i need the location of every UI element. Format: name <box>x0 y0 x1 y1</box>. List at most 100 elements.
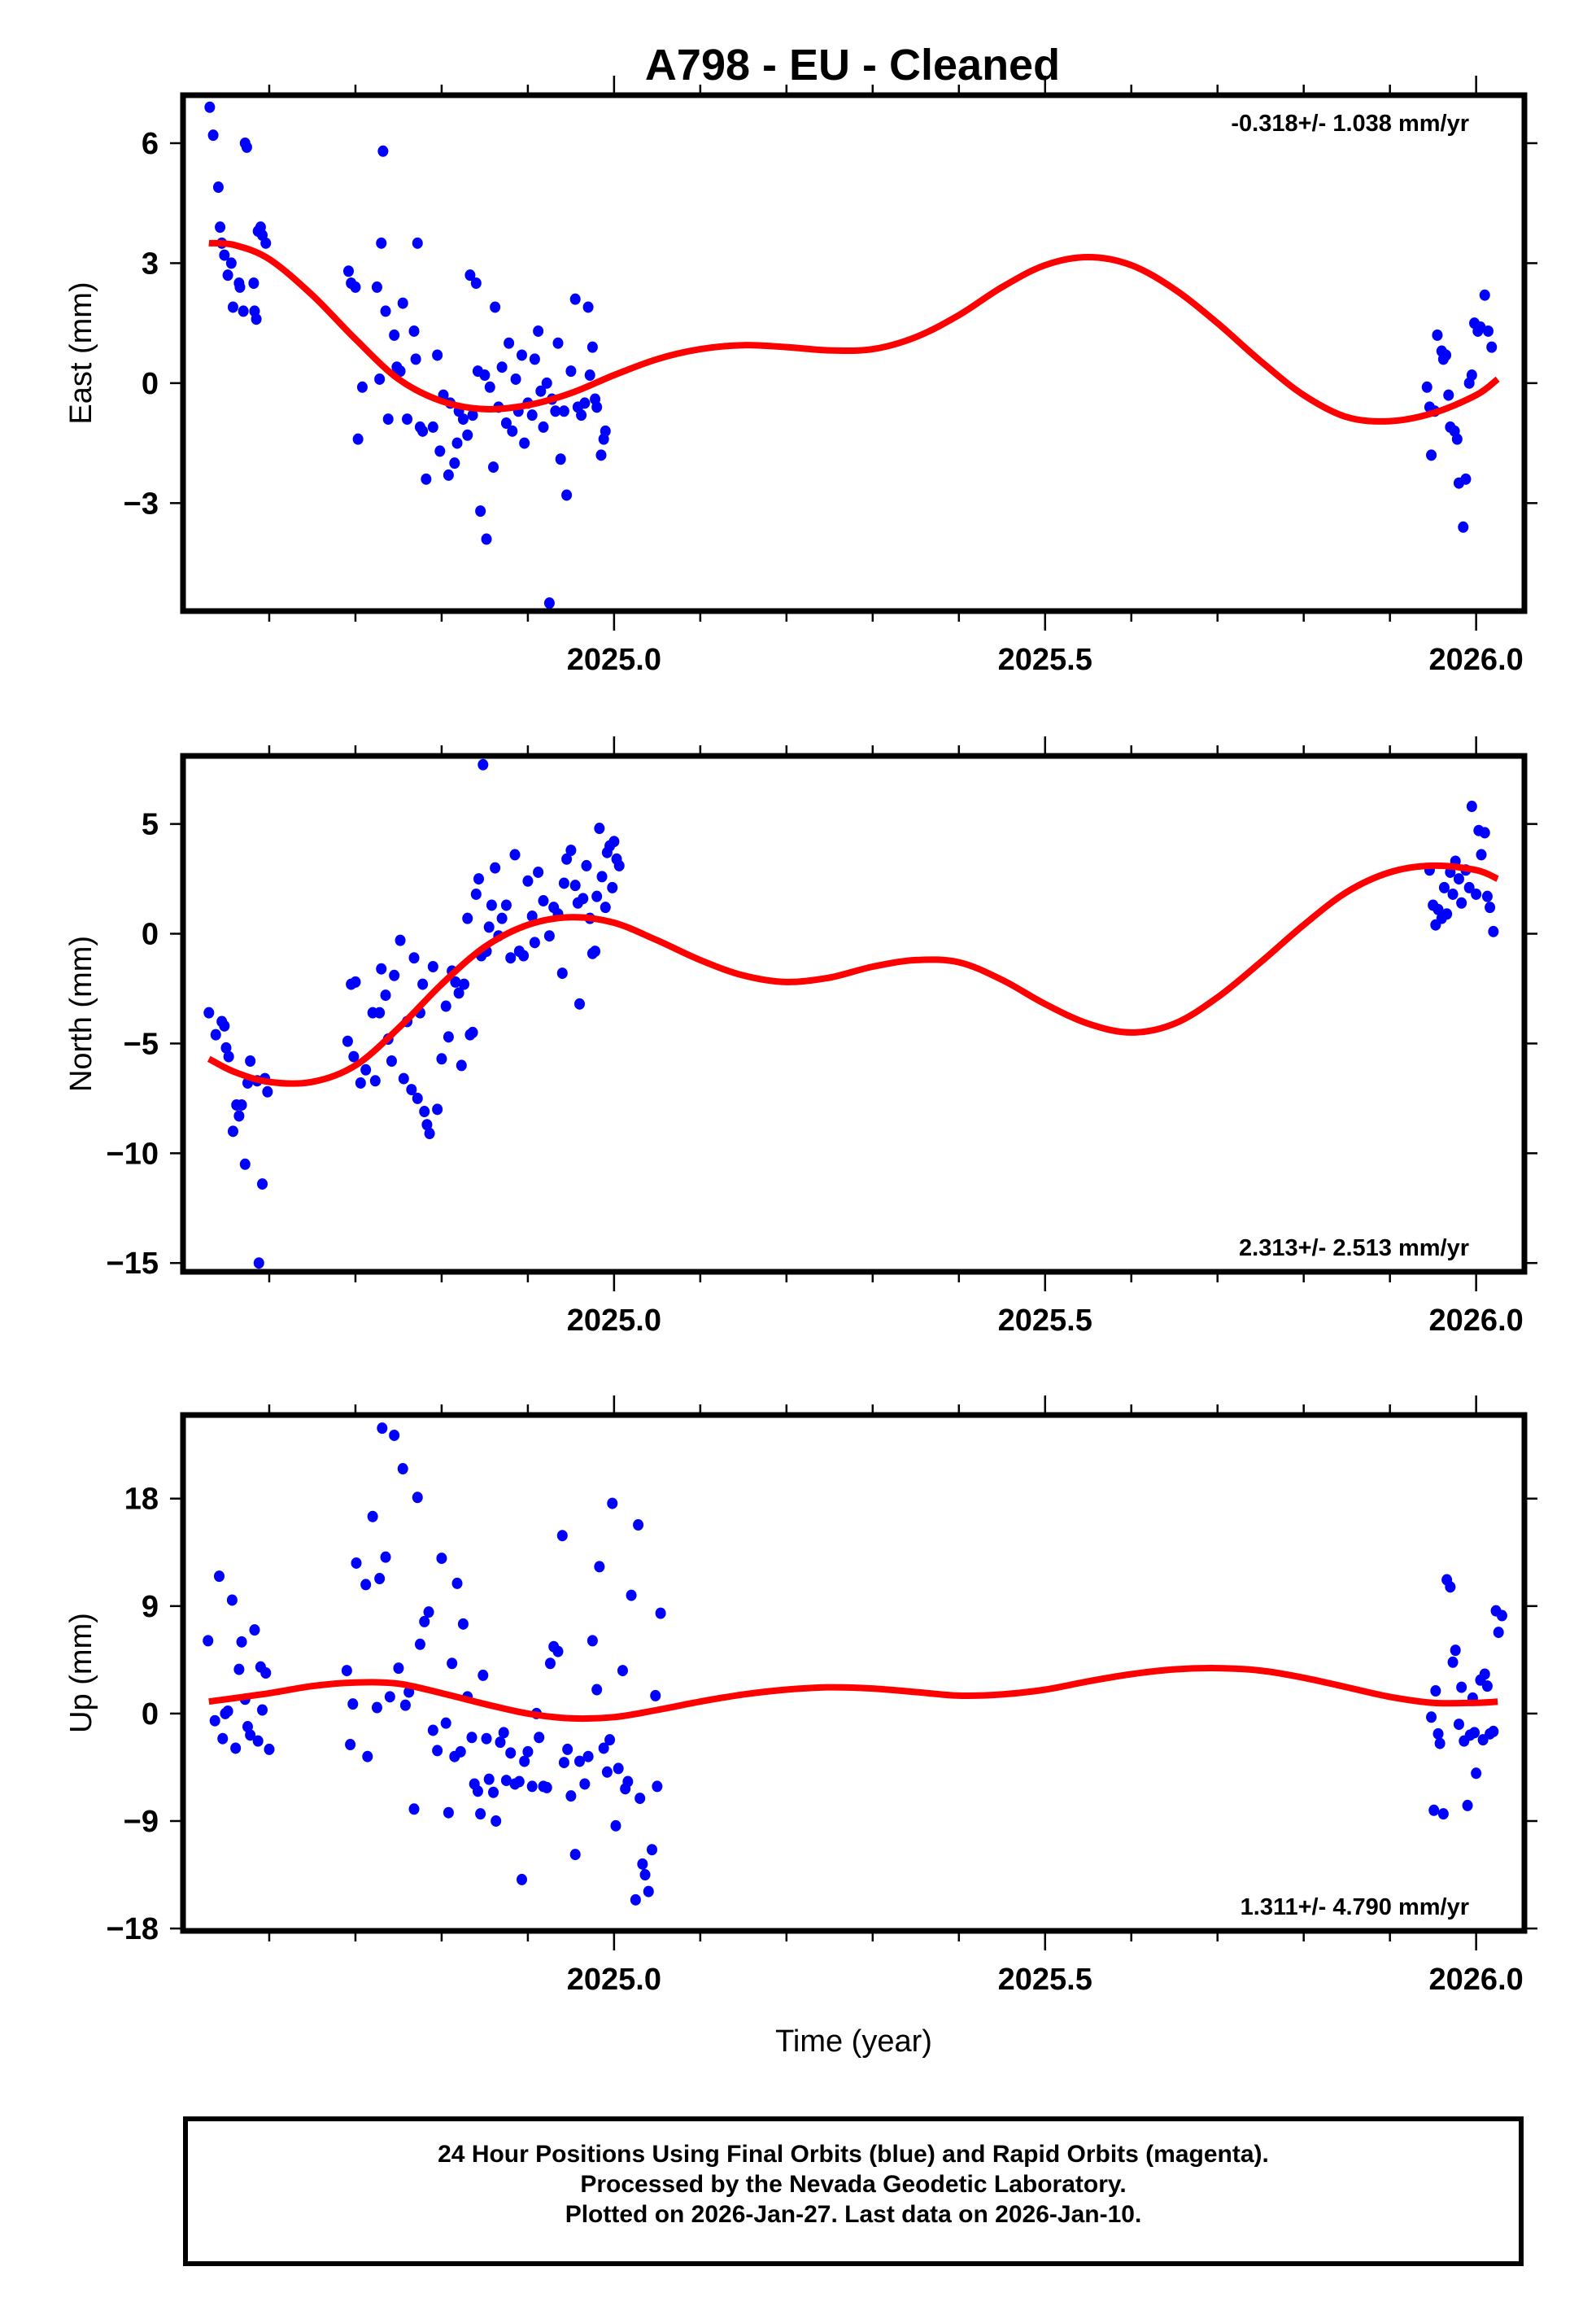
y-tick-label: 0 <box>142 367 159 401</box>
data-point <box>652 1780 663 1793</box>
x-tick-label: 2025.5 <box>998 1304 1092 1338</box>
data-point <box>427 960 438 972</box>
data-point <box>410 353 421 365</box>
data-point <box>417 978 429 990</box>
plot-frame <box>180 92 1528 614</box>
data-point <box>233 1110 245 1122</box>
data-point <box>252 1735 264 1747</box>
data-point <box>204 101 216 113</box>
data-point <box>1460 473 1472 485</box>
data-point <box>543 930 555 942</box>
data-point <box>395 934 406 946</box>
data-point <box>505 952 517 964</box>
data-point <box>594 823 605 835</box>
data-point <box>529 937 540 949</box>
data-point <box>264 1743 275 1755</box>
data-point <box>522 875 534 887</box>
data-point <box>1463 881 1475 893</box>
data-point <box>594 1561 605 1573</box>
y-axis-label: North (mm) <box>64 936 98 1092</box>
plot-area-north <box>203 758 1499 1269</box>
data-point <box>1441 908 1453 920</box>
data-point <box>495 1736 506 1749</box>
data-point <box>1493 1627 1504 1639</box>
data-point <box>419 1106 430 1118</box>
model-fit-line <box>208 1665 1498 1723</box>
data-point <box>236 1098 247 1111</box>
data-point <box>436 1553 447 1565</box>
x-tick-label: 2026.0 <box>1429 1963 1524 1997</box>
data-point <box>412 1092 423 1104</box>
data-point <box>617 1665 628 1677</box>
data-point <box>342 265 354 277</box>
data-point <box>414 1638 425 1650</box>
data-point <box>573 1755 585 1767</box>
y-tick-label: −18 <box>107 1912 159 1946</box>
data-point <box>483 921 495 933</box>
data-point <box>402 413 413 426</box>
data-point <box>389 969 400 981</box>
x-tick-label: 2025.5 <box>998 643 1092 677</box>
data-point <box>1481 1680 1493 1692</box>
data-point <box>458 978 469 990</box>
data-point <box>1441 349 1452 361</box>
data-point <box>613 859 625 871</box>
data-point <box>526 1780 538 1793</box>
data-point <box>408 325 420 337</box>
data-point <box>1471 888 1482 900</box>
data-point <box>464 269 476 282</box>
y-tick-label: 18 <box>124 1483 159 1517</box>
data-point <box>516 349 527 361</box>
data-point <box>234 281 246 293</box>
data-point <box>473 873 485 885</box>
data-point <box>529 353 540 365</box>
data-point <box>544 1657 556 1670</box>
data-point <box>436 1053 447 1065</box>
data-point <box>393 1662 404 1675</box>
y-tick-label: 6 <box>142 127 159 161</box>
data-point <box>513 1775 525 1788</box>
data-point <box>215 221 226 234</box>
data-point <box>558 405 569 417</box>
data-point <box>249 1624 260 1636</box>
data-point <box>355 1077 366 1089</box>
data-point <box>421 473 432 485</box>
data-point <box>245 1729 256 1741</box>
data-point <box>374 1573 386 1585</box>
data-point <box>443 469 454 481</box>
chart-title: A798 - EU - Cleaned <box>645 41 1060 90</box>
data-point <box>558 877 569 889</box>
data-point <box>356 381 368 393</box>
data-point <box>1432 903 1444 915</box>
data-point <box>350 976 361 988</box>
data-point <box>1421 381 1432 393</box>
data-point <box>475 505 486 518</box>
y-axis-label: East (mm) <box>64 282 98 424</box>
data-point <box>1466 369 1477 382</box>
data-point <box>256 1704 268 1716</box>
data-point <box>581 859 592 871</box>
data-point <box>1434 1737 1446 1749</box>
panel-north: 2025.0 2025.5 2026.0 5 0 −5 −10 −15 North (mm) 2.… <box>64 736 1537 1338</box>
data-point <box>1437 1808 1449 1820</box>
data-point <box>376 963 387 975</box>
footer-line-orbits: 24 Hour Positions Using Final Orbits (bl… <box>438 2141 1269 2168</box>
data-point <box>241 141 252 153</box>
data-point <box>238 305 249 317</box>
data-point <box>398 1072 409 1085</box>
data-point <box>569 880 581 892</box>
data-point <box>561 489 573 501</box>
data-point <box>552 1645 564 1657</box>
data-point <box>516 1873 527 1885</box>
data-point <box>1432 1727 1444 1740</box>
footer-box: 24 Hour Positions Using Final Orbits (bl… <box>183 2116 1524 2266</box>
data-point <box>569 1849 581 1861</box>
data-point <box>467 1026 478 1038</box>
plot-area-up <box>203 1422 1507 1906</box>
data-point <box>491 1815 502 1827</box>
data-point <box>424 1128 435 1140</box>
data-point <box>230 1742 242 1754</box>
data-point <box>590 946 601 958</box>
data-point <box>462 912 473 924</box>
data-point <box>505 1747 517 1759</box>
